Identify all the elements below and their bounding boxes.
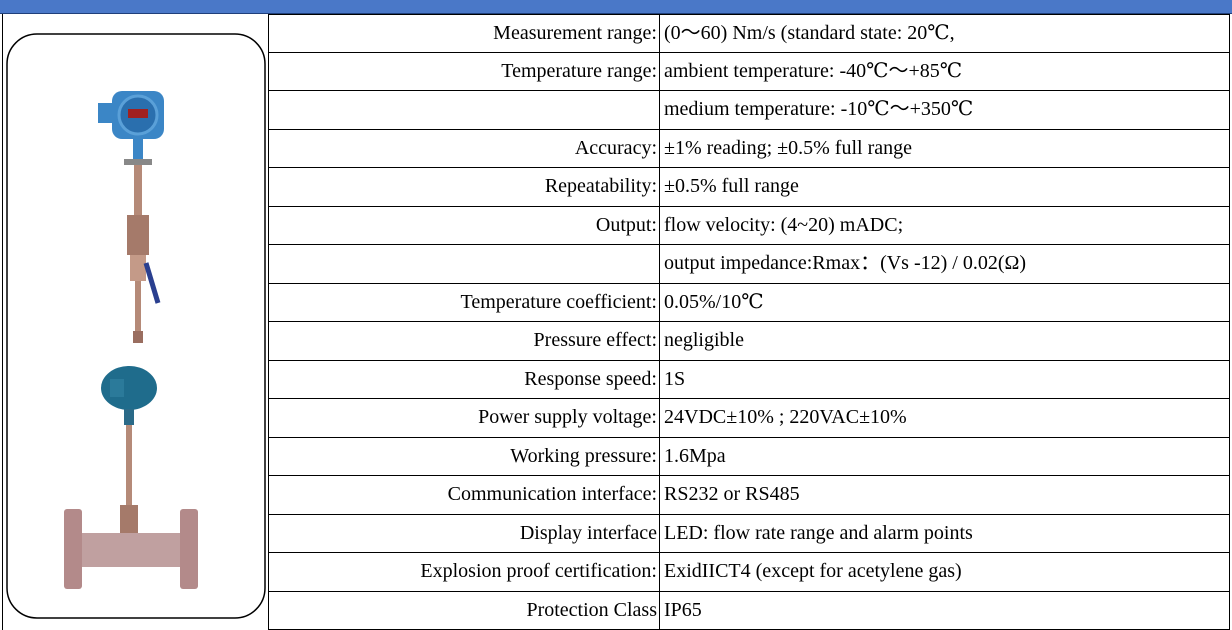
spec-label: [269, 245, 660, 283]
spec-value: medium temperature: -10℃～+350℃: [662, 91, 1229, 129]
spec-value: ExidIICT4 (except for acetylene gas): [662, 553, 1229, 591]
spec-value: ±0.5% full range: [662, 168, 1229, 206]
spec-value: 24VDC±10% ; 220VAC±10%: [662, 399, 1229, 437]
spec-label: Display interface: [269, 515, 660, 553]
photo-cell: [3, 14, 269, 630]
spec-row: output impedance:Rmax：(Vs -12) / 0.02(Ω): [269, 245, 1229, 284]
spec-row: Accuracy:±1% reading; ±0.5% full range: [269, 130, 1229, 169]
spec-value: LED: flow rate range and alarm points: [662, 515, 1229, 553]
spec-value: RS232 or RS485: [662, 476, 1229, 514]
spec-table: Measurement range:(0～60) Nm/s (standard …: [2, 14, 1230, 630]
spec-label: Explosion proof certification:: [269, 553, 660, 591]
spec-label: Power supply voltage:: [269, 399, 660, 437]
spec-value: flow velocity: (4~20) mADC;: [662, 207, 1229, 245]
spec-label: Temperature coefficient:: [269, 284, 660, 322]
spec-value: output impedance:Rmax：(Vs -12) / 0.02(Ω): [662, 245, 1229, 283]
spec-label: Working pressure:: [269, 438, 660, 476]
spec-label: [269, 91, 660, 129]
product-photos: [6, 33, 266, 619]
spec-value: IP65: [662, 592, 1229, 630]
spec-label: Communication interface:: [269, 476, 660, 514]
spec-label: Repeatability:: [269, 168, 660, 206]
header-bar: [0, 0, 1232, 14]
spec-row: Explosion proof certification: ExidIICT4…: [269, 553, 1229, 592]
spec-label: Temperature range:: [269, 53, 660, 91]
spec-label: Response speed:: [269, 361, 660, 399]
spec-row: Communication interface:RS232 or RS485: [269, 476, 1229, 515]
spec-row: Power supply voltage:24VDC±10% ; 220VAC±…: [269, 399, 1229, 438]
spec-row: Response speed:1S: [269, 361, 1229, 400]
spec-row: Repeatability: ±0.5% full range: [269, 168, 1229, 207]
spec-value: 1.6Mpa: [662, 438, 1229, 476]
spec-value: ambient temperature: -40℃～+85℃: [662, 53, 1229, 91]
spec-value: (0～60) Nm/s (standard state: 20℃,: [662, 15, 1229, 52]
spec-row: Output:flow velocity: (4~20) mADC;: [269, 207, 1229, 246]
spec-label: Accuracy:: [269, 130, 660, 168]
spec-value: ±1% reading; ±0.5% full range: [662, 130, 1229, 168]
spec-label: Measurement range:: [269, 15, 660, 52]
spec-value: 0.05%/10℃: [662, 284, 1229, 322]
spec-value: 1S: [662, 361, 1229, 399]
spec-row: Temperature coefficient: 0.05%/10℃: [269, 284, 1229, 323]
spec-row: Working pressure:1.6Mpa: [269, 438, 1229, 477]
spec-row: medium temperature: -10℃～+350℃: [269, 91, 1229, 130]
spec-row: Pressure effect:negligible: [269, 322, 1229, 361]
spec-row: Temperature range:ambient temperature: -…: [269, 53, 1229, 92]
spec-value: negligible: [662, 322, 1229, 360]
page: {"table": {"rows": [ {"label": "Measurem…: [0, 0, 1232, 630]
spec-label: Output:: [269, 207, 660, 245]
spec-row: Measurement range:(0～60) Nm/s (standard …: [269, 14, 1229, 53]
spec-label: Protection Class: [269, 592, 660, 630]
spec-label: Pressure effect:: [269, 322, 660, 360]
